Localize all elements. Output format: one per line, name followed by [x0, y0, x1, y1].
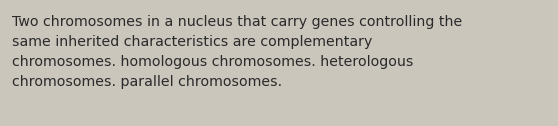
Text: Two chromosomes in a nucleus that carry genes controlling the
same inherited cha: Two chromosomes in a nucleus that carry … [12, 15, 463, 89]
